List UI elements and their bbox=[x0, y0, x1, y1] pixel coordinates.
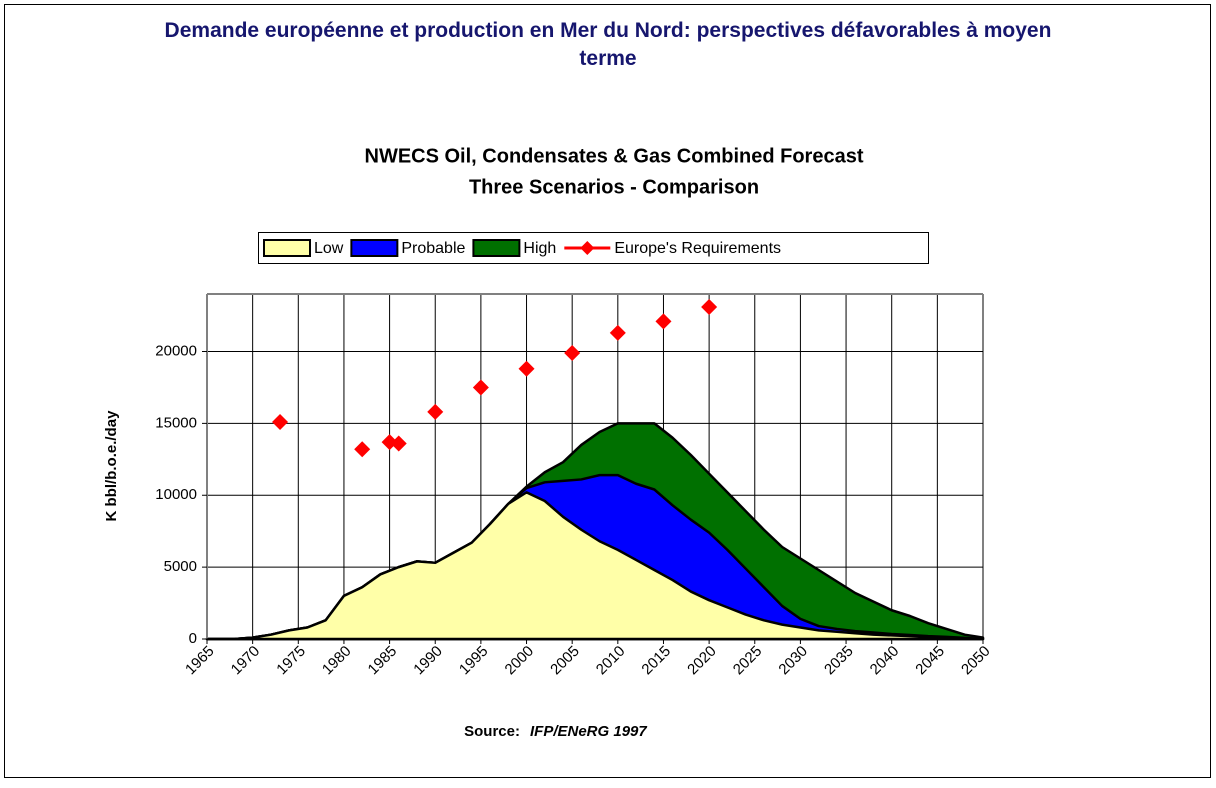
legend-swatch bbox=[472, 239, 521, 257]
marker bbox=[609, 324, 626, 341]
marker bbox=[564, 344, 581, 361]
marker bbox=[472, 379, 489, 396]
marker bbox=[390, 435, 407, 452]
source-label: Source: bbox=[464, 723, 520, 740]
marker bbox=[655, 313, 672, 330]
page-title: Demande européenne et production en Mer … bbox=[165, 19, 1052, 70]
page-title-line: Demande européenne et production en Mer … bbox=[165, 19, 1052, 42]
legend-label: Probable bbox=[401, 240, 465, 257]
legend-items: Low Probable High Europe's Requirements bbox=[263, 239, 781, 257]
y-tick-label: 15000 bbox=[155, 414, 197, 431]
y-tick-label: 0 bbox=[189, 630, 197, 647]
marker bbox=[272, 413, 289, 430]
area bbox=[205, 491, 985, 641]
marker bbox=[518, 360, 535, 377]
chart-title: NWECS Oil, Condensates & Gas Combined Fo… bbox=[365, 145, 864, 167]
legend-swatch bbox=[350, 239, 399, 257]
y-tick-label: 10000 bbox=[155, 486, 197, 503]
legend-marker bbox=[580, 241, 595, 255]
marker bbox=[427, 403, 444, 420]
marker bbox=[701, 298, 718, 315]
marker bbox=[354, 441, 371, 458]
legend-label: Low bbox=[314, 240, 344, 257]
legend-swatch bbox=[263, 239, 311, 257]
legend-label: High bbox=[523, 240, 556, 257]
legend-label: Europe's Requirements bbox=[614, 240, 781, 257]
y-tick-label: 20000 bbox=[155, 342, 197, 359]
y-tick-label: 5000 bbox=[164, 558, 197, 575]
chart-subtitle: Three Scenarios - Comparison bbox=[469, 176, 759, 198]
y-axis-label: K bbl/b.o.e./day bbox=[103, 410, 120, 522]
page-title-line: terme bbox=[579, 47, 636, 70]
source-text: IFP/ENeRG 1997 bbox=[530, 723, 647, 740]
